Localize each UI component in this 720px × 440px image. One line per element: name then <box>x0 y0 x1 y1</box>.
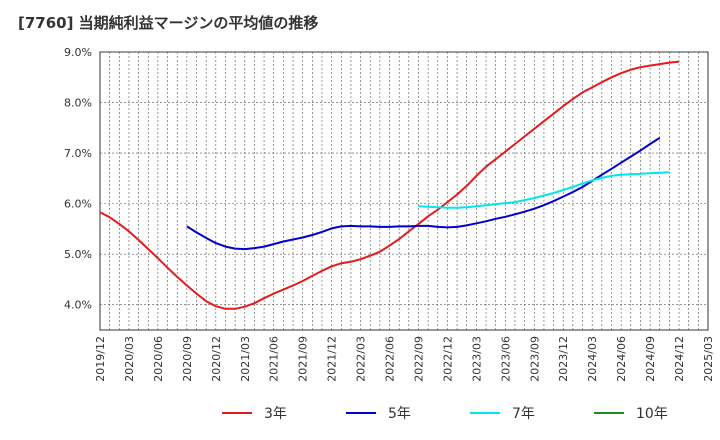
y-tick-label: 9.0% <box>64 46 92 59</box>
y-axis: 4.0% 5.0% 6.0% 7.0% 8.0% 9.0% <box>64 46 92 312</box>
y-tick-label: 5.0% <box>64 248 92 261</box>
legend: 3年 5年 7年 10年 <box>222 406 668 422</box>
x-tick-label: 2024/09 <box>644 336 657 382</box>
x-tick-label: 2020/06 <box>152 336 165 382</box>
x-tick-label: 2020/12 <box>210 336 223 382</box>
x-tick-label: 2023/09 <box>528 336 541 382</box>
legend-label: 3年 <box>264 406 287 422</box>
y-tick-label: 6.0% <box>64 198 92 211</box>
chart-title: [7760] 当期純利益マージンの平均値の推移 <box>18 14 319 32</box>
x-tick-label: 2022/06 <box>384 336 397 382</box>
x-tick-label: 2020/03 <box>123 336 136 382</box>
x-tick-label: 2023/03 <box>470 336 483 382</box>
series-line-5年 <box>186 137 661 251</box>
x-axis: 2019/12 2020/03 2020/06 2020/09 2020/12 2021/… <box>94 336 715 382</box>
grid <box>99 51 709 331</box>
x-tick-label: 2021/12 <box>326 336 339 382</box>
y-tick-label: 8.0% <box>64 97 92 110</box>
legend-label: 10年 <box>636 406 668 422</box>
legend-label: 7年 <box>512 406 535 422</box>
x-tick-label: 2019/12 <box>94 336 107 382</box>
x-tick-label: 2022/09 <box>412 336 425 382</box>
x-tick-label: 2021/06 <box>268 336 281 382</box>
series-layer <box>99 60 680 310</box>
y-tick-label: 4.0% <box>64 299 92 312</box>
legend-item: 7年 <box>470 406 535 422</box>
plot-area <box>99 51 709 331</box>
x-tick-label: 2024/03 <box>586 336 599 382</box>
x-tick-label: 2025/03 <box>702 336 715 382</box>
series-line-7年 <box>418 171 670 209</box>
x-tick-label: 2022/03 <box>355 336 368 382</box>
x-tick-label: 2021/03 <box>239 336 252 382</box>
legend-item: 3年 <box>222 406 287 422</box>
y-tick-label: 7.0% <box>64 147 92 160</box>
legend-label: 5年 <box>388 406 411 422</box>
x-tick-label: 2024/06 <box>615 336 628 382</box>
x-tick-label: 2023/06 <box>499 336 512 382</box>
legend-item: 5年 <box>346 406 411 422</box>
x-tick-label: 2023/12 <box>557 336 570 382</box>
x-tick-label: 2020/09 <box>181 336 194 382</box>
series-line-3年 <box>99 60 680 310</box>
legend-item: 10年 <box>594 406 668 422</box>
x-tick-label: 2022/12 <box>441 336 454 382</box>
x-tick-label: 2024/12 <box>673 336 686 382</box>
x-tick-label: 2021/09 <box>297 336 310 382</box>
